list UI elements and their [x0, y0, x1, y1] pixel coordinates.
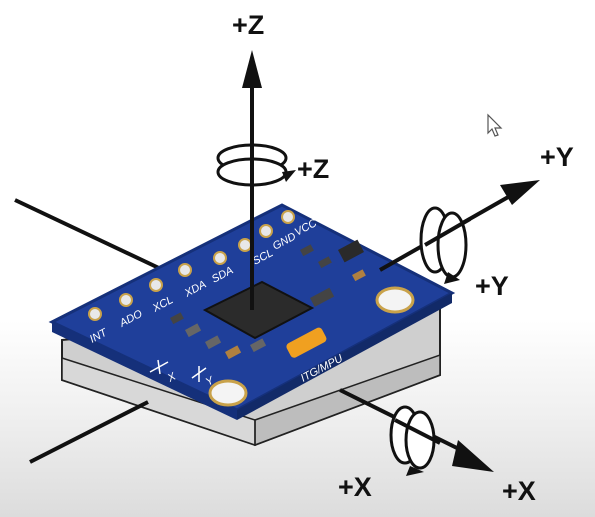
z-rotation-arrow-icon: [216, 143, 296, 187]
mounting-hole-bottom: [208, 379, 248, 407]
smd-components: [170, 239, 366, 360]
z-axis: [242, 50, 262, 310]
y-axis-back-line: [29, 400, 149, 464]
z-rotation-label: +Z: [297, 154, 329, 184]
x-axis-front-segment: [394, 418, 441, 445]
y-axis-label: +Y: [540, 142, 574, 172]
silkscreen-axis-markers: [149, 359, 207, 382]
y-axis-front-segment: [423, 217, 472, 247]
orange-component: [286, 327, 327, 358]
mouse-pointer-icon: [487, 113, 503, 137]
imu-chip: [202, 280, 315, 340]
x-axis-back-line: [14, 198, 181, 280]
y-rotation-arrow-icon: [419, 206, 468, 284]
x-rotation-label: +X: [338, 472, 372, 502]
x-rotation-arrow-icon: [389, 405, 436, 476]
mounting-hole-right: [375, 286, 415, 314]
pin-pads: [88, 210, 295, 321]
x-axis-label: +X: [502, 476, 536, 506]
z-axis-label: +Z: [232, 10, 264, 40]
y-rotation-label: +Y: [475, 271, 509, 301]
